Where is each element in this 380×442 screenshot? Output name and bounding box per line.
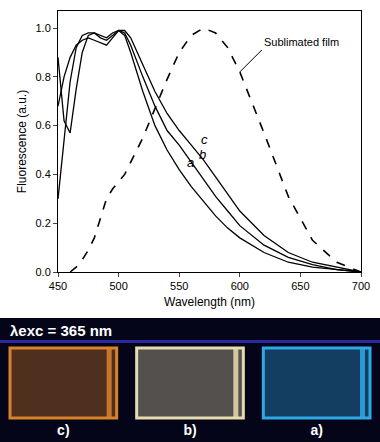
svg-text:500: 500 [109, 280, 127, 292]
svg-text:650: 650 [291, 280, 309, 292]
svg-text:b): b) [183, 422, 196, 438]
svg-text:Wavelength (nm): Wavelength (nm) [164, 295, 255, 309]
svg-text:Fluorescence (a.u.): Fluorescence (a.u.) [15, 90, 29, 193]
svg-text:a: a [187, 155, 194, 170]
svg-text:a): a) [310, 422, 322, 438]
svg-text:0.2: 0.2 [36, 217, 51, 229]
svg-text:450: 450 [49, 280, 67, 292]
svg-text:b: b [199, 147, 206, 162]
svg-text:0.8: 0.8 [36, 71, 51, 83]
svg-text:0.6: 0.6 [36, 119, 51, 131]
svg-text:550: 550 [170, 280, 188, 292]
svg-text:c): c) [57, 422, 69, 438]
svg-text:c: c [201, 132, 208, 147]
svg-text:0.4: 0.4 [36, 168, 51, 180]
svg-text:600: 600 [231, 280, 249, 292]
svg-text:1.0: 1.0 [36, 22, 51, 34]
svg-text:0.0: 0.0 [36, 266, 51, 278]
svg-text:λexc = 365 nm: λexc = 365 nm [10, 322, 112, 339]
svg-text:Sublimated film: Sublimated film [264, 36, 339, 48]
svg-text:700: 700 [352, 280, 370, 292]
